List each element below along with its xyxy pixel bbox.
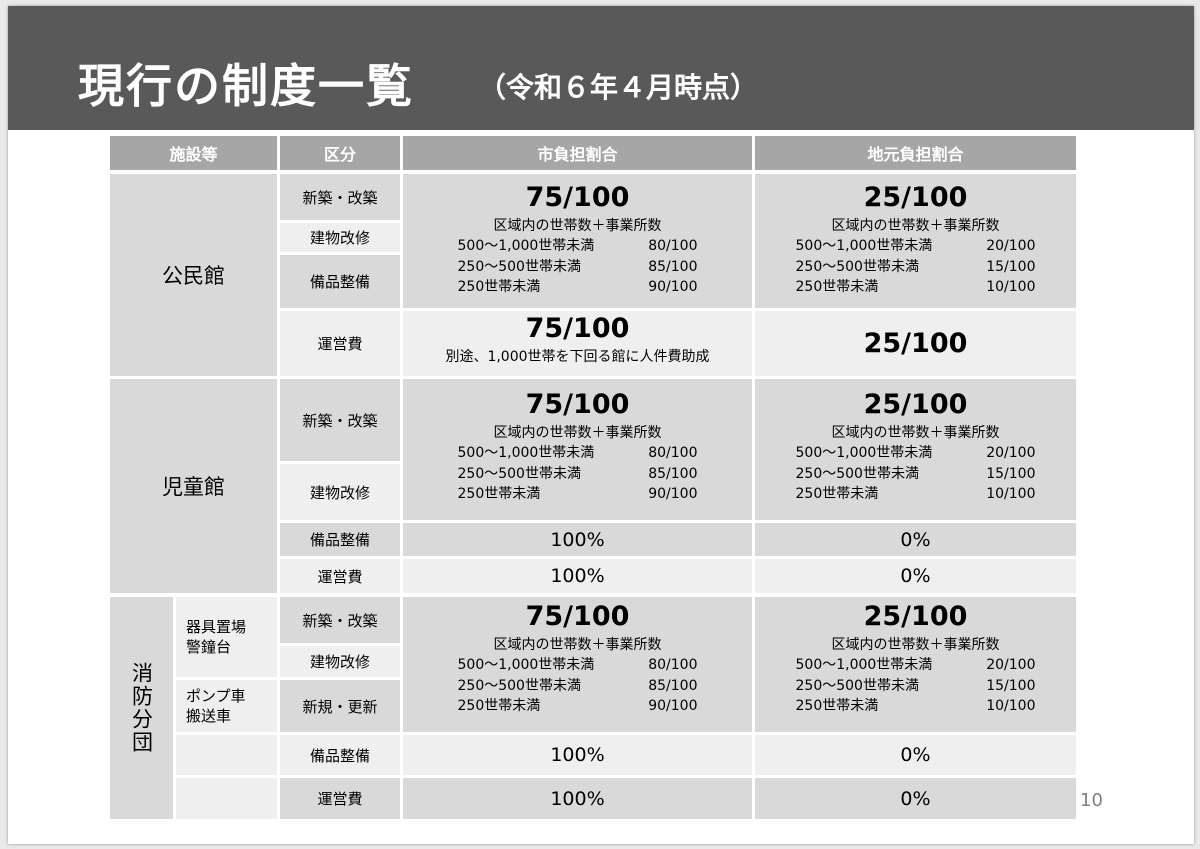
rate-value: 25/100 — [863, 182, 968, 213]
rate-tier: 500～1,000世帯未満 80/100 — [457, 657, 698, 673]
rate-tier: 500～1,000世帯未満 80/100 — [457, 445, 698, 461]
header-city-ratio: 市負担割合 — [403, 136, 752, 170]
jidokan-city-rate: 75/100 区域内の世帯数＋事業所数 500～1,000世帯未満 80/100 … — [403, 379, 752, 520]
shobo-local-rate: 25/100 区域内の世帯数＋事業所数 500～1,000世帯未満 20/100 … — [755, 597, 1076, 732]
facility-shobo: 消防分団 — [110, 597, 173, 819]
kominkan-unei-local: 25/100 — [755, 311, 1076, 376]
rate-note: 別途、1,000世帯を下回る館に人件費助成 — [445, 349, 710, 365]
shobo-sub-pump: ポンプ車 搬送車 — [176, 680, 277, 732]
rate-basis: 区域内の世帯数＋事業所数 — [493, 425, 662, 441]
kubun-cell: 備品整備 — [280, 735, 400, 775]
kominkan-local-rate: 25/100 区域内の世帯数＋事業所数 500～1,000世帯未満 20/100 … — [755, 174, 1076, 308]
kominkan-city-rate: 75/100 区域内の世帯数＋事業所数 500～1,000世帯未満 80/100 … — [403, 174, 752, 308]
title-bar: 現行の制度一覧 （令和６年４月時点） — [8, 6, 1194, 130]
shobo-unei-city: 100% — [403, 778, 752, 819]
rate-tier: 250世帯未満 10/100 — [795, 279, 1036, 295]
jidokan-bihin-city: 100% — [403, 523, 752, 556]
rate-tier: 250～500世帯未満 85/100 — [457, 258, 698, 275]
rate-tier: 250～500世帯未満 85/100 — [457, 465, 698, 482]
facility-kominkan: 公民館 — [110, 174, 277, 376]
kubun-cell: 運営費 — [280, 778, 400, 819]
rate-tier: 250世帯未満 10/100 — [795, 698, 1036, 714]
shobo-bihin-city: 100% — [403, 735, 752, 775]
kubun-cell: 建物改修 — [280, 223, 400, 252]
kubun-cell: 新築・改築 — [280, 597, 400, 643]
kubun-cell: 運営費 — [280, 311, 400, 376]
facility-shobo-label: 消防分団 — [129, 662, 154, 754]
page-subtitle: （令和６年４月時点） — [478, 71, 759, 104]
rate-basis: 区域内の世帯数＋事業所数 — [493, 218, 662, 234]
page-number: 10 — [1080, 790, 1103, 811]
header-facility: 施設等 — [110, 136, 277, 170]
shobo-sub-empty — [176, 778, 277, 819]
jidokan-unei-local: 0% — [755, 559, 1076, 593]
rate-tier: 250～500世帯未満 15/100 — [795, 465, 1036, 482]
rate-basis: 区域内の世帯数＋事業所数 — [831, 637, 1000, 653]
rate-tier: 500～1,000世帯未満 20/100 — [795, 657, 1036, 673]
shobo-unei-local: 0% — [755, 778, 1076, 819]
kominkan-unei-city: 75/100 別途、1,000世帯を下回る館に人件費助成 — [403, 311, 752, 376]
rate-value: 75/100 — [525, 313, 630, 344]
header-kubun: 区分 — [280, 136, 400, 170]
kubun-cell: 新築・改築 — [280, 174, 400, 220]
rate-value: 75/100 — [525, 601, 630, 632]
rate-tier: 500～1,000世帯未満 80/100 — [457, 238, 698, 254]
rate-tier: 500～1,000世帯未満 20/100 — [795, 238, 1036, 254]
kubun-cell: 新築・改築 — [280, 379, 400, 461]
rate-value: 25/100 — [863, 601, 968, 632]
jidokan-unei-city: 100% — [403, 559, 752, 593]
rate-tier: 250～500世帯未満 15/100 — [795, 258, 1036, 275]
rate-value: 75/100 — [525, 389, 630, 420]
rate-value: 75/100 — [525, 182, 630, 213]
rate-tier: 250世帯未満 90/100 — [457, 698, 698, 714]
header-local-ratio: 地元負担割合 — [755, 136, 1076, 170]
kubun-cell: 建物改修 — [280, 646, 400, 677]
shobo-sub-empty — [176, 735, 277, 775]
facility-jidokan: 児童館 — [110, 379, 277, 593]
page-title: 現行の制度一覧 — [78, 59, 414, 113]
rate-tier: 500～1,000世帯未満 20/100 — [795, 445, 1036, 461]
kubun-cell: 運営費 — [280, 559, 400, 593]
shobo-sub-kiguokiba: 器具置場 警鐘台 — [176, 597, 277, 677]
rate-basis: 区域内の世帯数＋事業所数 — [493, 637, 662, 653]
rate-tier: 250世帯未満 90/100 — [457, 279, 698, 295]
rate-tier: 250～500世帯未満 85/100 — [457, 677, 698, 694]
kubun-cell: 備品整備 — [280, 255, 400, 308]
rate-basis: 区域内の世帯数＋事業所数 — [831, 425, 1000, 441]
shobo-bihin-local: 0% — [755, 735, 1076, 775]
rate-value: 25/100 — [863, 389, 968, 420]
kubun-cell: 建物改修 — [280, 464, 400, 520]
kubun-cell: 新規・更新 — [280, 680, 400, 732]
jidokan-bihin-local: 0% — [755, 523, 1076, 556]
shobo-city-rate: 75/100 区域内の世帯数＋事業所数 500～1,000世帯未満 80/100 … — [403, 597, 752, 732]
kubun-cell: 備品整備 — [280, 523, 400, 556]
rate-tier: 250世帯未満 10/100 — [795, 486, 1036, 502]
jidokan-local-rate: 25/100 区域内の世帯数＋事業所数 500～1,000世帯未満 20/100 … — [755, 379, 1076, 520]
rate-tier: 250世帯未満 90/100 — [457, 486, 698, 502]
rate-basis: 区域内の世帯数＋事業所数 — [831, 218, 1000, 234]
rate-tier: 250～500世帯未満 15/100 — [795, 677, 1036, 694]
